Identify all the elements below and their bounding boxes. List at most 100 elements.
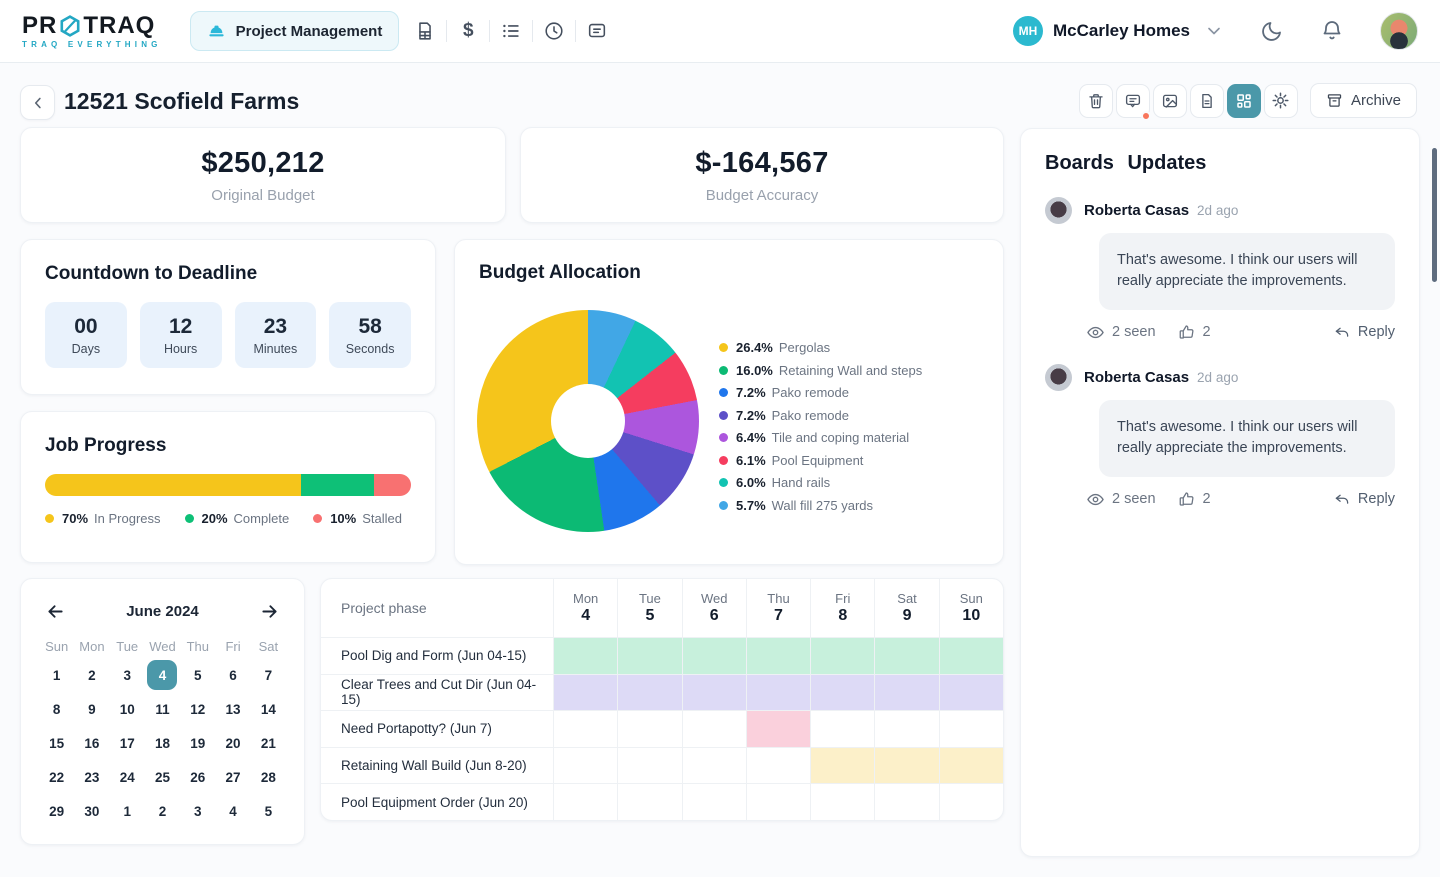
gantt-empty-cell[interactable] xyxy=(681,711,746,747)
calendar-day[interactable]: 29 xyxy=(49,803,65,819)
like-count[interactable]: 2 xyxy=(1178,323,1211,341)
gantt-empty-cell[interactable] xyxy=(938,711,1003,747)
gantt-empty-cell[interactable] xyxy=(681,784,746,820)
gantt-bar-cell[interactable] xyxy=(874,674,939,711)
gantt-empty-cell[interactable] xyxy=(745,747,810,784)
settings-icon[interactable] xyxy=(1263,83,1298,118)
calendar-day[interactable]: 19 xyxy=(190,735,206,751)
calendar-day[interactable]: 5 xyxy=(194,667,202,683)
comments-icon[interactable] xyxy=(1115,83,1151,121)
gantt-bar-cell[interactable] xyxy=(745,638,811,674)
calendar-day[interactable]: 4 xyxy=(145,658,180,692)
calendar-day[interactable]: 4 xyxy=(229,803,237,819)
gantt-empty-cell[interactable] xyxy=(553,747,617,784)
calendar-day[interactable]: 16 xyxy=(84,735,100,751)
calendar-day[interactable]: 23 xyxy=(84,769,100,785)
calendar-day[interactable]: 21 xyxy=(260,735,276,751)
gantt-bar-cell[interactable] xyxy=(810,674,875,711)
page-scrollbar[interactable] xyxy=(1432,148,1437,282)
gantt-bar-cell[interactable] xyxy=(938,638,1003,674)
like-count[interactable]: 2 xyxy=(1178,490,1211,508)
calendar-day[interactable]: 2 xyxy=(158,803,167,819)
gantt-empty-cell[interactable] xyxy=(810,784,874,820)
document-icon[interactable] xyxy=(1189,83,1224,118)
user-avatar[interactable] xyxy=(1380,12,1418,50)
calendar-day[interactable]: 14 xyxy=(260,701,276,717)
gantt-empty-cell[interactable] xyxy=(874,784,938,820)
calendar-day[interactable]: 20 xyxy=(225,735,241,751)
gantt-empty-cell[interactable] xyxy=(745,784,810,820)
image-icon[interactable] xyxy=(1152,83,1187,118)
dollar-icon[interactable]: $ xyxy=(452,15,484,47)
seen-count[interactable]: 2 seen xyxy=(1086,490,1156,509)
gantt-bar-cell[interactable] xyxy=(810,747,875,784)
gantt-bar-cell[interactable] xyxy=(553,638,618,674)
gantt-empty-cell[interactable] xyxy=(553,711,617,747)
calendar-day[interactable]: 13 xyxy=(225,701,241,717)
gantt-bar-cell[interactable] xyxy=(553,674,618,711)
gantt-bar-cell[interactable] xyxy=(874,638,939,674)
calendar-day[interactable]: 11 xyxy=(155,701,170,717)
calendar-day[interactable]: 24 xyxy=(119,769,135,785)
reply-button[interactable]: Reply xyxy=(1333,323,1395,341)
gantt-bar-cell[interactable] xyxy=(617,674,682,711)
archive-button[interactable]: Archive xyxy=(1309,83,1417,118)
gantt-empty-cell[interactable] xyxy=(553,784,617,820)
gantt-empty-cell[interactable] xyxy=(617,711,681,747)
budget-allocation-donut-chart[interactable] xyxy=(477,310,699,532)
gantt-empty-cell[interactable] xyxy=(938,784,1003,820)
gantt-empty-cell[interactable] xyxy=(874,711,938,747)
calendar-day[interactable]: 15 xyxy=(49,735,65,751)
gantt-empty-cell[interactable] xyxy=(810,711,874,747)
gantt-bar-cell[interactable] xyxy=(874,747,939,784)
calendar-day[interactable]: 2 xyxy=(88,667,96,683)
moon-icon[interactable] xyxy=(1260,19,1284,43)
calendar-day[interactable]: 18 xyxy=(154,735,170,751)
gantt-bar-cell[interactable] xyxy=(745,711,811,747)
calendar-day[interactable]: 28 xyxy=(260,769,276,785)
gantt-bar-cell[interactable] xyxy=(617,638,682,674)
gantt-bar-cell[interactable] xyxy=(681,674,746,711)
bell-icon[interactable] xyxy=(1320,19,1344,43)
reply-button[interactable]: Reply xyxy=(1333,490,1395,508)
calendar-day[interactable]: 7 xyxy=(264,667,273,683)
gantt-empty-cell[interactable] xyxy=(617,747,681,784)
gantt-empty-cell[interactable] xyxy=(617,784,681,820)
gantt-bar-cell[interactable] xyxy=(938,674,1003,711)
chevron-down-icon[interactable] xyxy=(1204,21,1224,41)
calendar-day[interactable]: 3 xyxy=(123,667,131,683)
gantt-bar-cell[interactable] xyxy=(681,638,746,674)
calendar-day[interactable]: 27 xyxy=(225,769,241,785)
gantt-bar-cell[interactable] xyxy=(810,638,875,674)
commenter-avatar[interactable] xyxy=(1045,197,1072,224)
calendar-day[interactable]: 1 xyxy=(123,803,131,819)
back-button[interactable] xyxy=(20,85,55,120)
calendar-next-icon[interactable] xyxy=(259,601,280,622)
calendar-prev-icon[interactable] xyxy=(45,601,66,622)
calendar-day[interactable]: 12 xyxy=(190,701,206,717)
calendar-day[interactable]: 3 xyxy=(194,803,202,819)
calendar-day[interactable]: 6 xyxy=(229,667,237,683)
calendar-day[interactable]: 30 xyxy=(84,803,100,819)
calendar-day[interactable]: 26 xyxy=(190,769,206,785)
calendar-day[interactable]: 10 xyxy=(119,701,135,717)
clock-icon[interactable] xyxy=(538,15,570,47)
trash-icon[interactable] xyxy=(1078,83,1113,118)
tasks-list-icon[interactable] xyxy=(495,15,527,47)
seen-count[interactable]: 2 seen xyxy=(1086,323,1156,342)
calendar-day[interactable]: 22 xyxy=(49,769,65,785)
gantt-empty-cell[interactable] xyxy=(681,747,746,784)
chat-icon[interactable] xyxy=(581,15,613,47)
company-badge[interactable]: MH xyxy=(1012,16,1043,46)
invoice-icon[interactable] xyxy=(409,15,441,47)
calendar-day[interactable]: 8 xyxy=(52,701,61,717)
calendar-day[interactable]: 5 xyxy=(264,803,273,819)
calendar-day[interactable]: 9 xyxy=(88,701,96,717)
calendar-day[interactable]: 25 xyxy=(154,769,170,785)
protraq-logo[interactable]: PR TRAQ TRAQ EVERYTHING xyxy=(22,13,162,49)
dashboard-icon[interactable] xyxy=(1226,83,1261,118)
active-module-tab[interactable]: Project Management xyxy=(189,11,400,51)
calendar-day[interactable]: 17 xyxy=(119,735,135,751)
gantt-bar-cell[interactable] xyxy=(938,747,1003,784)
commenter-avatar[interactable] xyxy=(1045,363,1072,391)
